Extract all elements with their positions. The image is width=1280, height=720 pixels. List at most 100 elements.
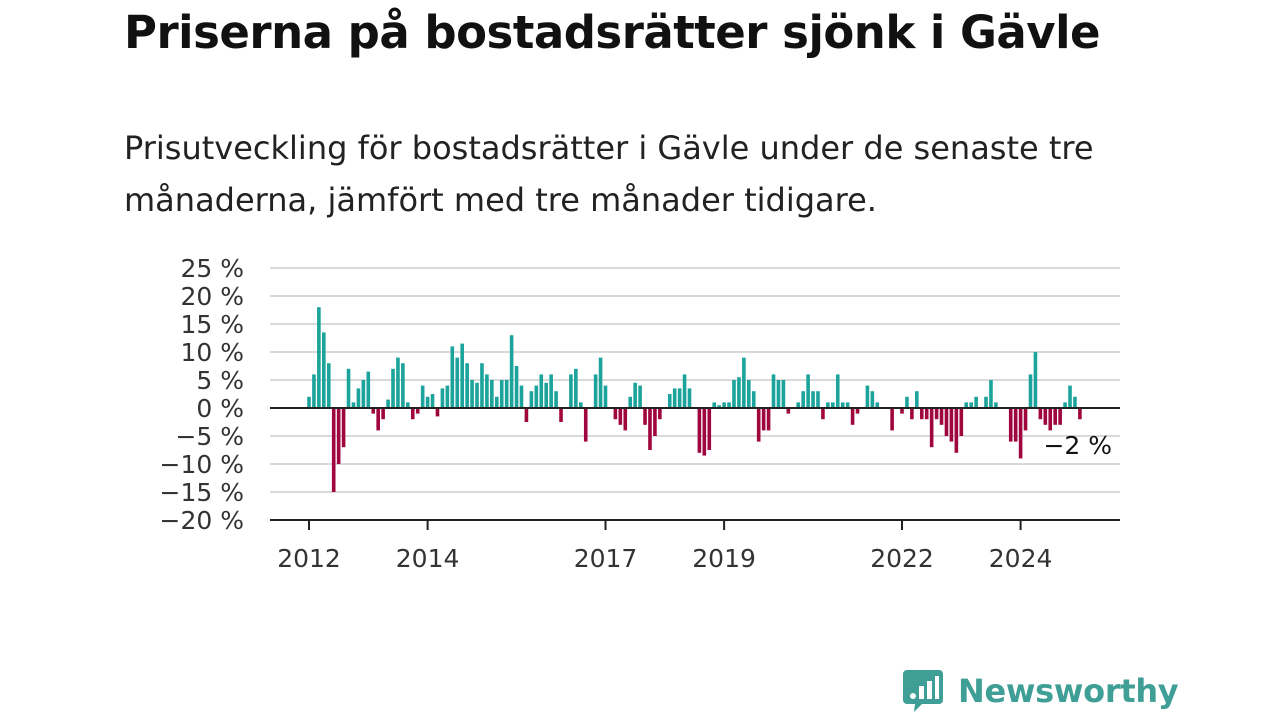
bar <box>667 394 672 408</box>
bar <box>341 408 346 448</box>
bar <box>949 408 954 442</box>
bar <box>366 371 371 408</box>
x-tick-label: 2014 <box>396 544 460 573</box>
y-axis-ticks: 25 %20 %15 %10 %5 %0 %−5 %−10 %−15 %−20 … <box>160 254 244 535</box>
bar <box>618 408 623 425</box>
bar <box>401 363 405 408</box>
bar <box>554 391 558 408</box>
y-tick-label: 20 % <box>180 282 244 311</box>
chart-title: Priserna på bostadsrätter sjönk i Gävle <box>124 6 1101 59</box>
bar <box>312 374 316 408</box>
bar <box>569 374 573 408</box>
bar <box>460 343 464 408</box>
bar <box>697 408 702 453</box>
bar <box>514 366 519 408</box>
bar <box>742 357 746 408</box>
bar <box>1038 408 1043 420</box>
bar <box>396 357 400 408</box>
bar <box>737 377 741 408</box>
bar <box>1078 408 1082 420</box>
bar <box>905 396 909 408</box>
bar <box>450 346 455 408</box>
bar <box>534 385 539 408</box>
bar <box>648 408 652 450</box>
bar <box>559 408 563 422</box>
bar <box>1068 385 1072 408</box>
newsworthy-logo: Newsworthy <box>902 668 1179 714</box>
bar <box>934 408 939 420</box>
bar <box>381 408 385 420</box>
bar <box>1048 408 1053 431</box>
bar <box>578 402 583 408</box>
bar <box>702 408 707 456</box>
bar <box>682 374 687 408</box>
bar <box>835 374 840 408</box>
bar <box>919 408 924 420</box>
bar <box>821 408 825 420</box>
y-tick-label: 0 % <box>196 394 244 423</box>
bar <box>1013 408 1018 442</box>
bar <box>831 402 835 408</box>
y-tick-label: −15 % <box>160 478 244 507</box>
newsworthy-logo-text: Newsworthy <box>958 672 1179 710</box>
y-tick-label: 15 % <box>180 310 244 339</box>
bar <box>786 408 791 414</box>
bar <box>351 402 356 408</box>
y-tick-label: 5 % <box>196 366 244 395</box>
bar <box>845 402 850 408</box>
bar <box>855 408 860 414</box>
bar <box>430 394 435 408</box>
bar <box>875 402 880 408</box>
bar <box>643 408 647 425</box>
bar <box>613 408 618 420</box>
bar <box>425 396 430 408</box>
bar <box>939 408 944 425</box>
bar <box>890 408 894 431</box>
bar <box>549 374 553 408</box>
x-axis-ticks: 2012 2014 2017 2019 2022 2024 <box>277 520 1052 573</box>
bar <box>361 380 366 408</box>
bar <box>1023 408 1028 431</box>
bar <box>336 408 341 464</box>
bar <box>504 380 509 408</box>
bar-chart: 25 %20 %15 %10 %5 %0 %−5 %−10 %−15 %−20 … <box>160 254 1120 573</box>
bar <box>1018 408 1023 459</box>
y-tick-label: −5 % <box>175 422 244 451</box>
bar <box>485 374 489 408</box>
bar <box>727 402 731 408</box>
bars <box>307 307 1082 492</box>
bar <box>623 408 628 431</box>
bar <box>420 385 425 408</box>
bar <box>509 335 514 408</box>
x-tick-label: 2012 <box>277 544 341 573</box>
x-tick-label: 2022 <box>870 544 934 573</box>
bar <box>376 408 380 431</box>
bar <box>865 385 870 408</box>
bar <box>766 408 771 431</box>
bar <box>1053 408 1057 425</box>
bar <box>435 408 440 417</box>
bar <box>465 363 469 408</box>
bar <box>732 380 736 408</box>
x-tick-label: 2024 <box>989 544 1053 573</box>
bar <box>1008 408 1013 442</box>
bar <box>480 363 484 408</box>
bar <box>386 399 390 408</box>
bar <box>346 368 351 408</box>
bar <box>539 374 544 408</box>
bar <box>1063 402 1067 408</box>
bar <box>544 382 548 408</box>
bar <box>747 380 751 408</box>
y-tick-label: −20 % <box>160 506 244 535</box>
bar <box>415 408 420 414</box>
bar <box>989 380 993 408</box>
bar <box>307 396 311 408</box>
bar <box>796 402 801 408</box>
bar <box>761 408 766 431</box>
bar <box>574 368 578 408</box>
bar <box>929 408 934 448</box>
bar <box>751 391 756 408</box>
bar <box>317 307 321 408</box>
bar <box>771 374 776 408</box>
x-tick-label: 2017 <box>574 544 638 573</box>
